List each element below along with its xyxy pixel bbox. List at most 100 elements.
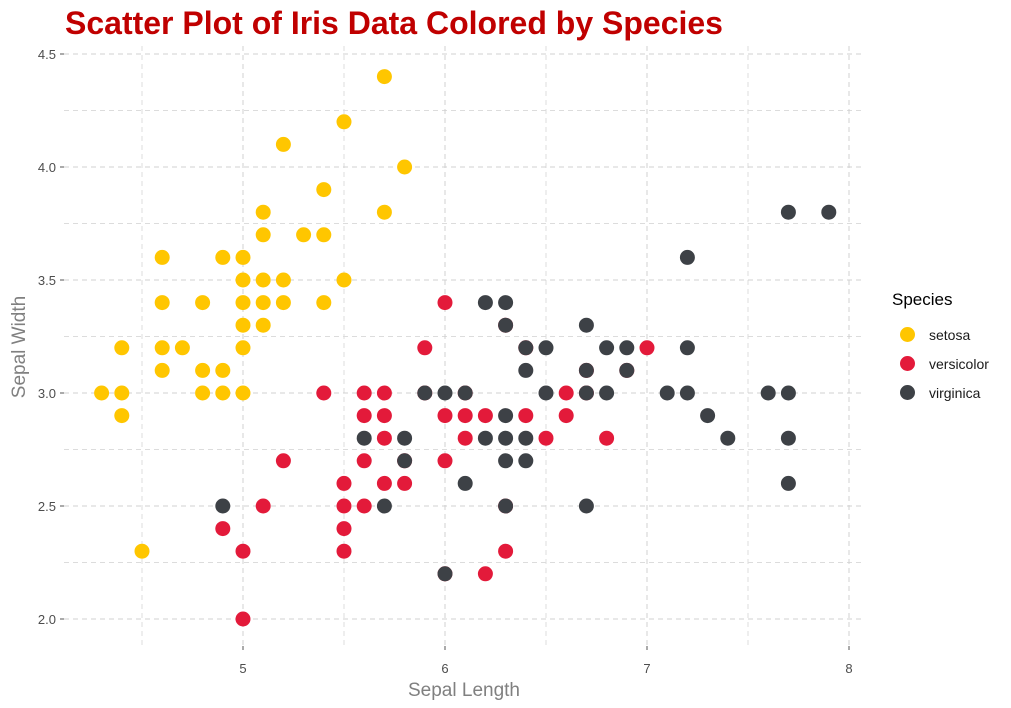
point-setosa-25: [255, 227, 271, 243]
point-versicolor-30: [477, 408, 493, 424]
point-virginica-20: [518, 362, 534, 378]
point-versicolor-21: [417, 340, 433, 356]
point-versicolor-24: [437, 408, 453, 424]
x-tick-label-3: 8: [845, 661, 852, 676]
point-versicolor-0: [215, 521, 231, 537]
point-setosa-36: [376, 204, 392, 220]
y-tick-label-3: 3.5: [38, 273, 56, 288]
point-virginica-26: [578, 362, 594, 378]
point-versicolor-29: [477, 566, 493, 582]
y-axis-title: Sepal Width: [9, 296, 30, 398]
point-setosa-12: [195, 295, 211, 311]
point-versicolor-31: [498, 543, 514, 559]
point-setosa-35: [336, 114, 352, 130]
legend-swatch-setosa: [900, 327, 915, 342]
point-versicolor-18: [397, 475, 413, 491]
point-virginica-43: [821, 204, 837, 220]
point-setosa-4: [134, 543, 150, 559]
point-versicolor-3: [255, 498, 271, 514]
point-setosa-33: [316, 182, 332, 198]
point-versicolor-9: [336, 475, 352, 491]
point-setosa-19: [235, 295, 251, 311]
point-setosa-28: [275, 272, 291, 288]
point-virginica-36: [700, 408, 716, 424]
point-virginica-38: [760, 385, 776, 401]
point-virginica-24: [578, 498, 594, 514]
point-virginica-1: [356, 430, 372, 446]
point-setosa-13: [215, 385, 231, 401]
legend-swatch-virginica: [900, 385, 915, 400]
point-setosa-32: [316, 227, 332, 243]
legend-item-setosa: setosa: [892, 320, 989, 349]
point-virginica-31: [619, 340, 635, 356]
point-virginica-23: [538, 340, 554, 356]
point-setosa-6: [154, 340, 170, 356]
point-setosa-18: [235, 317, 251, 333]
point-virginica-11: [477, 295, 493, 311]
point-virginica-13: [498, 453, 514, 469]
point-versicolor-43: [639, 340, 655, 356]
point-versicolor-4: [275, 453, 291, 469]
point-virginica-5: [417, 385, 433, 401]
point-virginica-2: [376, 498, 392, 514]
legend-swatch-versicolor: [900, 356, 915, 371]
point-virginica-0: [215, 498, 231, 514]
point-virginica-7: [437, 385, 453, 401]
point-setosa-9: [174, 340, 190, 356]
y-tick-label-2: 3.0: [38, 386, 56, 401]
point-virginica-27: [578, 317, 594, 333]
x-tick-label-0: 5: [239, 661, 246, 676]
point-setosa-37: [376, 69, 392, 85]
chart-title: Scatter Plot of Iris Data Colored by Spe…: [65, 5, 723, 41]
point-versicolor-5: [316, 385, 332, 401]
point-setosa-23: [255, 295, 271, 311]
axis-ticks: 5 6 7 8 2.0 2.5 3.0 3.5 4.0 4.5: [38, 47, 853, 676]
point-virginica-12: [498, 498, 514, 514]
point-virginica-42: [780, 204, 796, 220]
point-virginica-18: [518, 453, 534, 469]
point-setosa-27: [275, 295, 291, 311]
y-tick-label-1: 2.5: [38, 499, 56, 514]
point-versicolor-23: [437, 453, 453, 469]
point-setosa-5: [154, 362, 170, 378]
point-virginica-40: [780, 430, 796, 446]
point-versicolor-14: [376, 475, 392, 491]
point-versicolor-37: [558, 408, 574, 424]
series-setosa: [94, 69, 413, 559]
point-setosa-0: [94, 385, 110, 401]
point-virginica-28: [599, 385, 615, 401]
point-setosa-15: [215, 249, 231, 265]
point-setosa-3: [114, 340, 130, 356]
point-versicolor-25: [437, 295, 453, 311]
legend-title: Species: [892, 290, 953, 309]
point-setosa-16: [235, 385, 251, 401]
point-virginica-9: [457, 385, 473, 401]
point-setosa-34: [336, 272, 352, 288]
point-virginica-41: [780, 385, 796, 401]
point-setosa-1: [114, 408, 130, 424]
point-virginica-22: [538, 385, 554, 401]
point-virginica-25: [578, 385, 594, 401]
point-setosa-7: [154, 295, 170, 311]
point-virginica-21: [518, 340, 534, 356]
point-setosa-21: [235, 249, 251, 265]
point-setosa-22: [255, 317, 271, 333]
series-versicolor: [215, 295, 655, 627]
point-versicolor-17: [376, 385, 392, 401]
point-setosa-30: [296, 227, 312, 243]
point-virginica-34: [679, 340, 695, 356]
legend-label-setosa: setosa: [929, 326, 971, 343]
point-versicolor-13: [356, 385, 372, 401]
point-versicolor-12: [356, 408, 372, 424]
point-versicolor-2: [235, 543, 251, 559]
point-versicolor-34: [518, 408, 534, 424]
point-virginica-29: [599, 340, 615, 356]
point-virginica-4: [397, 430, 413, 446]
point-setosa-10: [195, 385, 211, 401]
point-virginica-3: [397, 453, 413, 469]
point-setosa-24: [255, 272, 271, 288]
series-virginica: [215, 204, 837, 582]
point-versicolor-16: [376, 408, 392, 424]
point-virginica-37: [720, 430, 736, 446]
